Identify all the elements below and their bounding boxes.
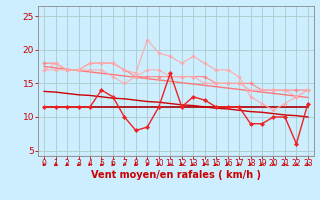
X-axis label: Vent moyen/en rafales ( km/h ): Vent moyen/en rafales ( km/h ) bbox=[91, 170, 261, 180]
